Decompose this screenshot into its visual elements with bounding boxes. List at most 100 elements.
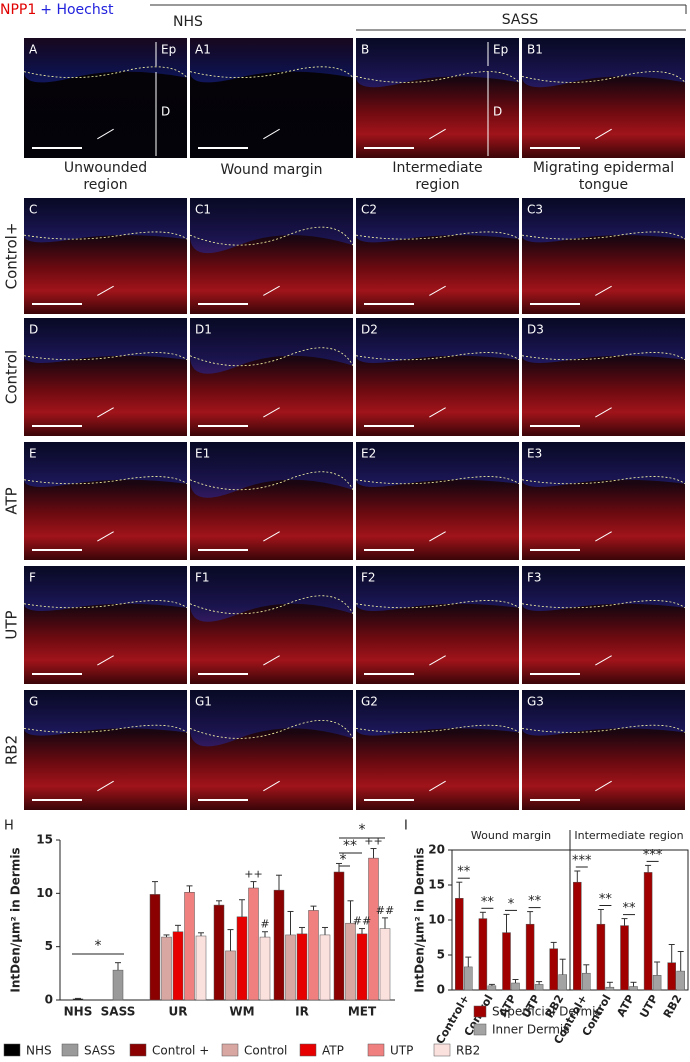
bar [72,998,84,1001]
bar [308,910,319,1001]
epidermis [24,198,187,243]
epidermis [190,690,353,747]
epidermis [356,38,519,88]
arrow [97,285,114,296]
x-tick-label: NHS [64,1005,93,1019]
legend-label: Control [244,1044,287,1058]
x-tick-label: ATP [614,993,637,1020]
arrow [263,655,280,666]
x-tick-label: WM [229,1005,254,1019]
panel-label: D2 [361,323,378,337]
arrow [97,780,114,792]
panel-label: A [29,43,38,57]
column-label: Wound margin [220,162,322,178]
arrow [97,655,114,666]
epidermis [522,198,685,243]
panel-label: A1 [195,43,211,57]
bar [368,857,379,1001]
x-tick-label: UR [169,1005,188,1019]
x-tick-label: SASS [101,1005,136,1019]
epidermis [522,690,685,736]
bar [184,892,195,1001]
legend-swatch [129,1043,147,1057]
group-label: SASS [502,12,539,28]
group-label: Intermediate region [574,829,683,842]
boundary [23,66,188,78]
bar [605,986,615,991]
panel-label: B [361,43,369,57]
epidermis [24,38,187,83]
bar [455,898,464,991]
y-tick-label: 10 [428,913,445,927]
boundary [189,66,354,78]
boundary [189,720,354,739]
layer-label: D [161,105,170,119]
arrow [429,128,446,140]
bar [225,950,236,1001]
x-tick-label: RB2 [661,993,685,1021]
bar [549,948,558,991]
star-label: ** [481,895,495,910]
bar [558,974,567,991]
epidermis [356,690,519,736]
arrow [429,285,446,296]
y-tick-label: 0 [45,993,53,1007]
panel-label: F2 [361,571,376,585]
panel-label: G1 [195,695,212,709]
bar [511,982,520,991]
bar [285,934,296,1001]
annotation: ## [376,904,394,917]
annotation: ++ [244,868,262,881]
epidermis [522,566,685,611]
y-tick-label: 5 [45,939,53,953]
panel-label: F3 [527,571,542,585]
bar [525,923,535,991]
star-label: ** [528,894,542,909]
panel-label: E3 [527,447,542,461]
arrow [429,655,446,666]
legend-label: Inner Dermis [492,1023,570,1037]
epidermis [190,198,353,254]
arrow [595,128,612,140]
y-tick-label: 0 [437,983,445,997]
row-label: Control+ [3,223,21,290]
legend-label: ATP [322,1044,344,1058]
bar [464,966,473,991]
bar [487,985,497,991]
row-label: ATP [3,487,21,514]
epidermis [356,442,519,487]
x-tick-label: IR [295,1005,309,1019]
epidermis [24,442,187,487]
column-label: Migrating epidermal [533,160,674,176]
charts: * * ** * H IntDen/µm² in Dermis 0 5 10 15 NHS S… [3,819,689,1058]
bar [259,936,271,1001]
panel-label: G [29,695,38,709]
arrow [97,128,114,140]
panel-label: B1 [527,43,543,57]
bar [596,923,606,991]
bar [213,904,225,1001]
y-tick-label: 15 [428,878,445,892]
bar [273,889,285,1001]
column-label: Intermediate [392,160,482,176]
arrow [97,407,114,418]
legend-label: NHS [26,1044,52,1058]
bar [652,975,662,991]
arrow [595,655,612,666]
bar [478,918,488,991]
bar [345,922,356,1001]
arrow [595,285,612,296]
arrow [97,531,114,542]
bar [333,871,345,1001]
arrow [595,407,612,418]
star-label: ** [457,865,471,880]
arrow [263,285,280,296]
column-label: Unwounded [64,160,147,176]
arrow [595,780,612,792]
bar [172,931,184,1001]
legend-label: RB2 [456,1044,480,1058]
y-tick-label: 20 [428,843,445,857]
bar [379,928,391,1001]
legend-swatch [61,1043,79,1057]
